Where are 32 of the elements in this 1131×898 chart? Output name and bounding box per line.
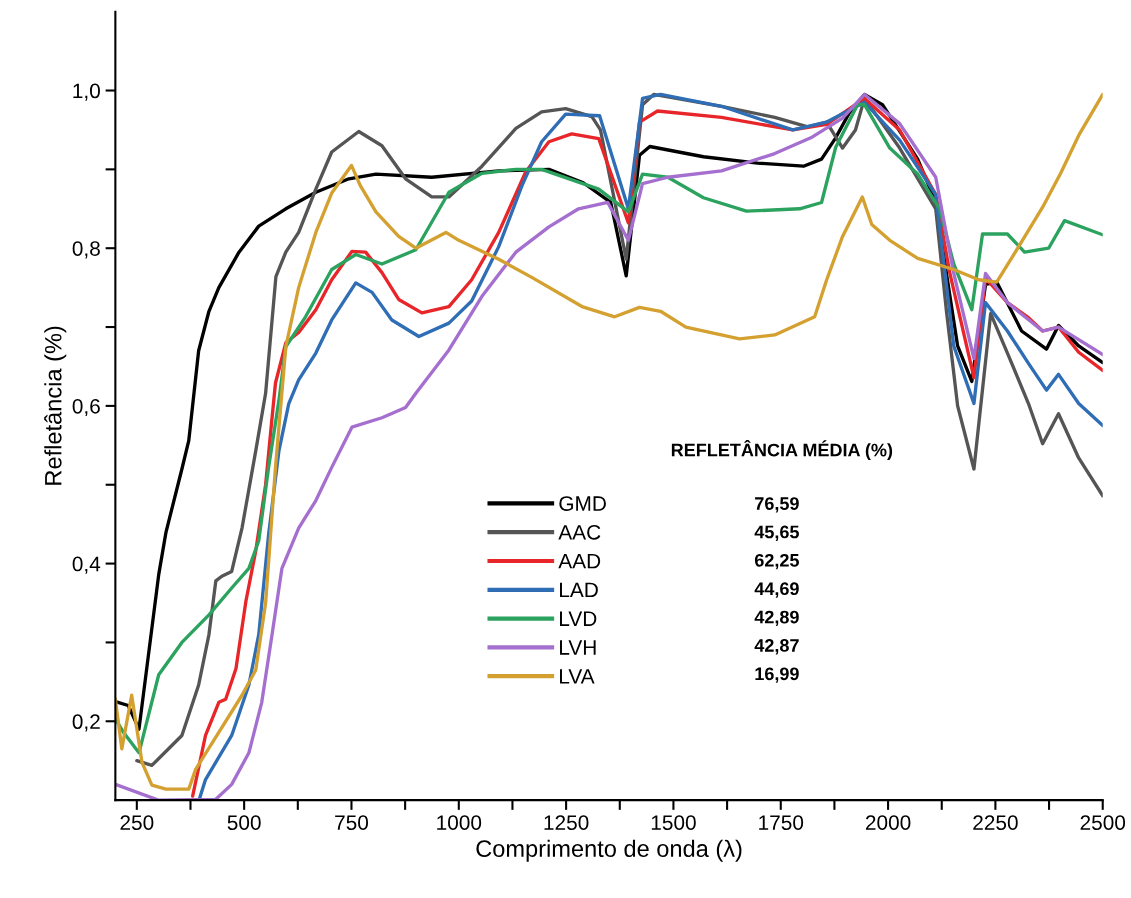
x-tick-label: 1750 (759, 815, 804, 830)
legend-label: LVD (560, 611, 597, 626)
y-tick-label: 0,2 (72, 714, 100, 732)
x-tick-label: 2000 (865, 815, 911, 830)
text: 76,59 (755, 497, 799, 513)
x-tick-label: 250 (120, 815, 154, 830)
legend-label: AAD (558, 553, 601, 569)
y-tick-label: 0,4 (72, 556, 101, 574)
text: 45,65 (754, 525, 799, 541)
legend-title: REFLETÂNCIA MÉDIA (%) (671, 440, 893, 461)
y-axis-title: Refletância (%) (44, 326, 67, 485)
text: 44,69 (754, 582, 799, 598)
text: 42,87 (754, 639, 799, 655)
x-tick-label: 2250 (973, 815, 1018, 830)
y-tick-label: 1,0 (73, 83, 100, 101)
x-tick-label: 1000 (437, 815, 482, 830)
x-tick-label: 500 (227, 815, 261, 830)
text: 42,89 (754, 610, 799, 627)
x-tick-label: 750 (335, 815, 369, 830)
x-tick-label: 2500 (1080, 815, 1126, 830)
y-tick-label: 0,8 (72, 241, 100, 259)
legend-label: LVH (560, 640, 596, 655)
x-tick-label: 1250 (544, 815, 589, 830)
legend-label: GMD (559, 496, 606, 511)
legend-label: LAD (560, 582, 598, 598)
x-axis-title: Comprimento de onda (λ) (476, 839, 742, 862)
legend-label: AAC (558, 524, 601, 540)
text: 16,99 (755, 667, 799, 683)
y-tick-label: 0,6 (72, 398, 100, 417)
x-tick-label: 1500 (651, 815, 696, 830)
legend-label: LVA (560, 669, 595, 684)
text: 62,25 (754, 553, 799, 570)
